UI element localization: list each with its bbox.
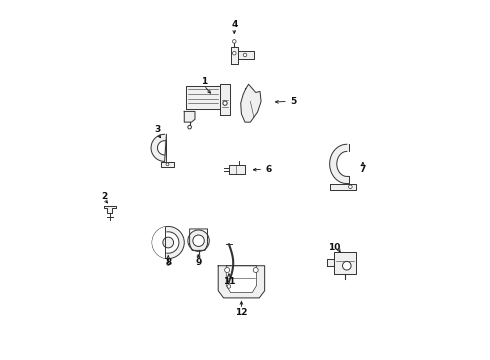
- Circle shape: [223, 101, 227, 105]
- Circle shape: [232, 40, 236, 43]
- Circle shape: [167, 262, 170, 265]
- Circle shape: [253, 267, 258, 273]
- Text: 2: 2: [101, 192, 107, 201]
- Polygon shape: [229, 165, 245, 174]
- Circle shape: [166, 163, 169, 166]
- Text: 8: 8: [165, 258, 172, 267]
- Polygon shape: [186, 86, 220, 109]
- Polygon shape: [241, 84, 261, 122]
- Circle shape: [224, 267, 230, 273]
- Wedge shape: [152, 227, 168, 258]
- Text: 4: 4: [231, 20, 238, 29]
- Text: 7: 7: [360, 165, 366, 174]
- Text: 12: 12: [235, 309, 247, 318]
- Circle shape: [188, 230, 209, 251]
- Text: 5: 5: [290, 97, 296, 106]
- Circle shape: [163, 237, 173, 248]
- Circle shape: [227, 285, 231, 288]
- Circle shape: [197, 255, 200, 257]
- Polygon shape: [238, 51, 254, 59]
- Text: 11: 11: [222, 277, 235, 286]
- Circle shape: [343, 261, 351, 270]
- Text: 6: 6: [265, 165, 271, 174]
- Polygon shape: [226, 266, 257, 293]
- Polygon shape: [161, 162, 173, 167]
- Circle shape: [157, 232, 179, 253]
- Polygon shape: [330, 144, 348, 184]
- Circle shape: [348, 185, 352, 189]
- Polygon shape: [218, 266, 265, 298]
- Circle shape: [232, 51, 236, 55]
- Polygon shape: [231, 47, 238, 64]
- Polygon shape: [330, 184, 356, 190]
- Circle shape: [152, 226, 184, 258]
- Circle shape: [188, 125, 192, 129]
- Polygon shape: [151, 134, 167, 161]
- Polygon shape: [220, 84, 230, 115]
- Polygon shape: [334, 252, 356, 274]
- Polygon shape: [184, 111, 195, 122]
- Circle shape: [193, 235, 204, 247]
- Polygon shape: [103, 206, 117, 213]
- Polygon shape: [327, 259, 334, 266]
- Text: 1: 1: [201, 77, 207, 86]
- Text: 3: 3: [154, 126, 161, 135]
- Text: 10: 10: [328, 243, 341, 252]
- Circle shape: [243, 53, 247, 57]
- Text: 9: 9: [196, 258, 202, 267]
